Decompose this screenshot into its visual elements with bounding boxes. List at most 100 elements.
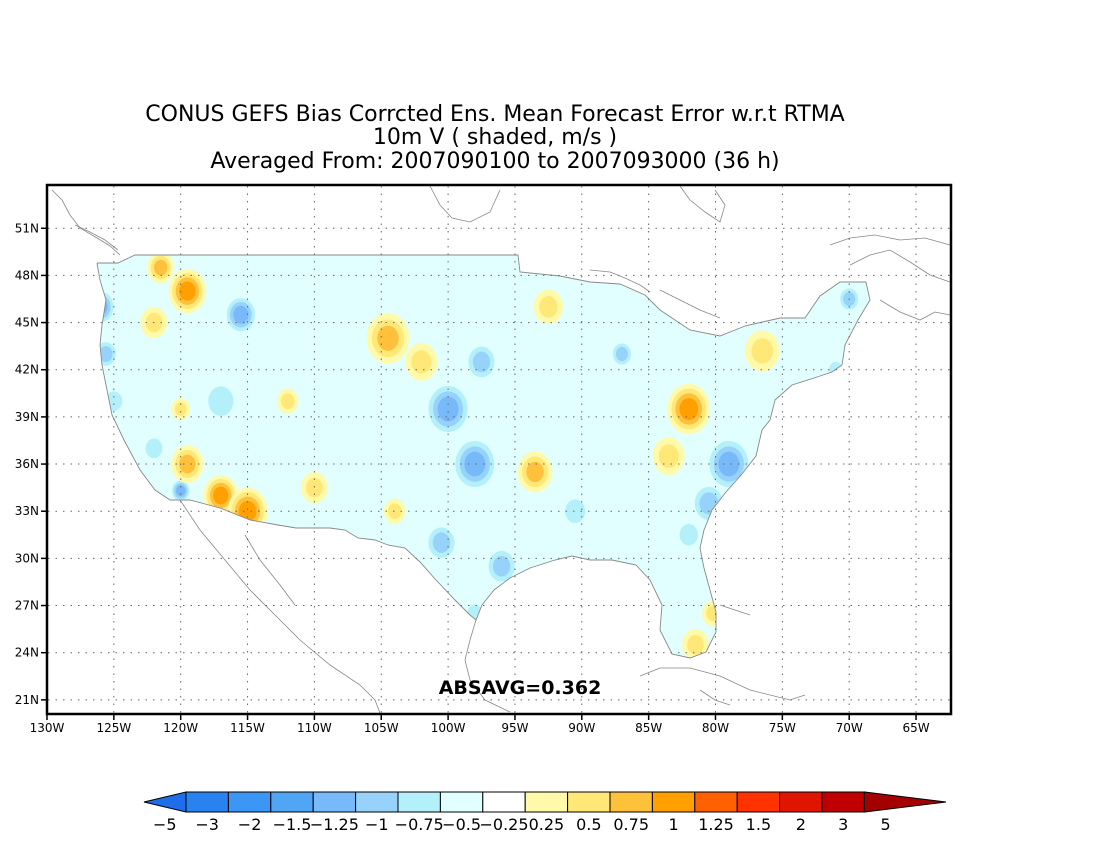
lon-tick-label: 115W <box>230 721 265 735</box>
error-contour <box>437 396 459 422</box>
lat-tick-label: 24N <box>15 646 39 660</box>
coastline-segment <box>464 619 511 713</box>
error-contour <box>179 454 196 474</box>
error-contour <box>208 386 234 416</box>
absavg-annotation: ABSAVG=0.362 <box>439 677 602 699</box>
colorbar-swatch <box>482 791 526 813</box>
coastline-segment <box>639 667 806 701</box>
error-contour <box>153 259 168 276</box>
colorbar-swatch <box>185 791 229 813</box>
error-contour <box>306 477 323 498</box>
colorbar-label: 5 <box>881 815 891 834</box>
error-contour <box>377 325 399 351</box>
error-contour <box>233 305 249 324</box>
colorbar-label: 1 <box>669 815 679 834</box>
lon-tick-label: 100W <box>431 721 466 735</box>
lat-tick-label: 30N <box>15 551 39 565</box>
lat-tick-label: 39N <box>15 410 39 424</box>
colorbar-swatch <box>821 791 865 813</box>
colorbar-swatch <box>609 791 653 813</box>
error-contour <box>615 346 628 362</box>
coastline <box>51 185 951 714</box>
colorbar-label: −2 <box>238 815 262 834</box>
colorbar-swatch <box>397 791 441 813</box>
lon-tick-label: 105W <box>364 721 399 735</box>
error-contour <box>145 438 163 459</box>
colorbar-label: −3 <box>195 815 219 834</box>
colorbar-swatch <box>779 791 823 813</box>
colorbar-label: −1.5 <box>273 815 312 834</box>
colorbar-swatch <box>270 791 314 813</box>
colorbar-arrow-low <box>143 791 187 813</box>
error-contour <box>432 532 451 553</box>
lat-tick-label: 21N <box>15 693 39 707</box>
error-contour <box>280 393 295 410</box>
colorbar-label: 0.25 <box>529 815 565 834</box>
error-contour <box>687 635 704 655</box>
colorbar-swatch <box>355 791 399 813</box>
colorbar-swatch <box>651 791 696 813</box>
lon-tick-label: 65W <box>902 721 929 735</box>
coastline-segment <box>679 185 726 223</box>
colorbar-label: −5 <box>153 815 177 834</box>
error-contour <box>99 346 113 362</box>
coastline-segment <box>51 189 121 256</box>
map-frame <box>45 183 953 716</box>
error-contour <box>176 485 186 497</box>
error-contour <box>411 350 432 374</box>
lat-tick-label: 45N <box>15 316 39 330</box>
error-contour <box>658 444 679 468</box>
coastline-segment <box>429 185 501 223</box>
colorbar-swatch <box>227 791 272 813</box>
lon-tick-label: 120W <box>163 721 198 735</box>
error-contour <box>213 486 229 505</box>
coastline-segment <box>879 299 951 321</box>
error-contour <box>539 296 558 318</box>
lon-tick-label: 110W <box>297 721 332 735</box>
colorbar: −5 −3 −2 −1.5−1.25 −1 −0.75−0.5−0.25 0.25 0.5 0.… <box>143 791 947 834</box>
coastline-segment <box>719 604 751 616</box>
error-contour <box>174 402 187 416</box>
error-contour <box>387 503 402 520</box>
coastline-segment <box>96 254 871 659</box>
coastline-segment <box>589 269 651 293</box>
colorbar-swatch <box>736 791 781 813</box>
lon-tick-label: 75W <box>769 721 796 735</box>
lon-tick-label: 90W <box>568 721 595 735</box>
error-contour <box>751 338 774 364</box>
title-line-1: CONUS GEFS Bias Corrcted Ens. Mean Forec… <box>145 102 845 127</box>
colorbar-label: −0.25 <box>479 815 528 834</box>
colorbar-label: −0.5 <box>442 815 481 834</box>
lat-tick-label: 27N <box>15 599 39 613</box>
lon-tick-label: 70W <box>836 721 863 735</box>
map-grid <box>48 186 950 713</box>
colorbar-swatch <box>312 791 357 813</box>
error-contour <box>718 451 740 477</box>
error-contour <box>238 500 257 522</box>
colorbar-swatch <box>694 791 738 813</box>
error-contour <box>472 351 491 373</box>
lat-tick-label: 33N <box>15 504 39 518</box>
coastline-segment <box>74 224 119 251</box>
coastline-segment <box>244 534 296 606</box>
lat-tick-label: 42N <box>15 363 39 377</box>
colorbar-label: 1.5 <box>746 815 771 834</box>
longitude-ticks: 130W 125W 120W 115W 110W 105W 100W 95W 90W 85W 80W… <box>30 714 930 735</box>
colorbar-label: 3 <box>838 815 848 834</box>
lon-tick-label: 80W <box>702 721 729 735</box>
error-contour <box>565 499 586 524</box>
colorbar-label: −1 <box>365 815 389 834</box>
title-line-3: Averaged From: 2007090100 to 2007093000 … <box>210 149 780 174</box>
lon-tick-label: 130W <box>30 721 65 735</box>
error-contour <box>492 556 511 577</box>
lat-tick-label: 36N <box>15 457 39 471</box>
coastline-segment <box>849 249 951 283</box>
colorbar-label: −0.75 <box>395 815 444 834</box>
lat-tick-label: 51N <box>15 221 39 235</box>
lat-tick-label: 48N <box>15 268 39 282</box>
error-contour <box>679 523 698 546</box>
colorbar-label: 0.75 <box>613 815 649 834</box>
colorbar-swatch <box>524 791 569 813</box>
error-contour <box>526 461 544 483</box>
coastline-segment <box>699 689 731 706</box>
